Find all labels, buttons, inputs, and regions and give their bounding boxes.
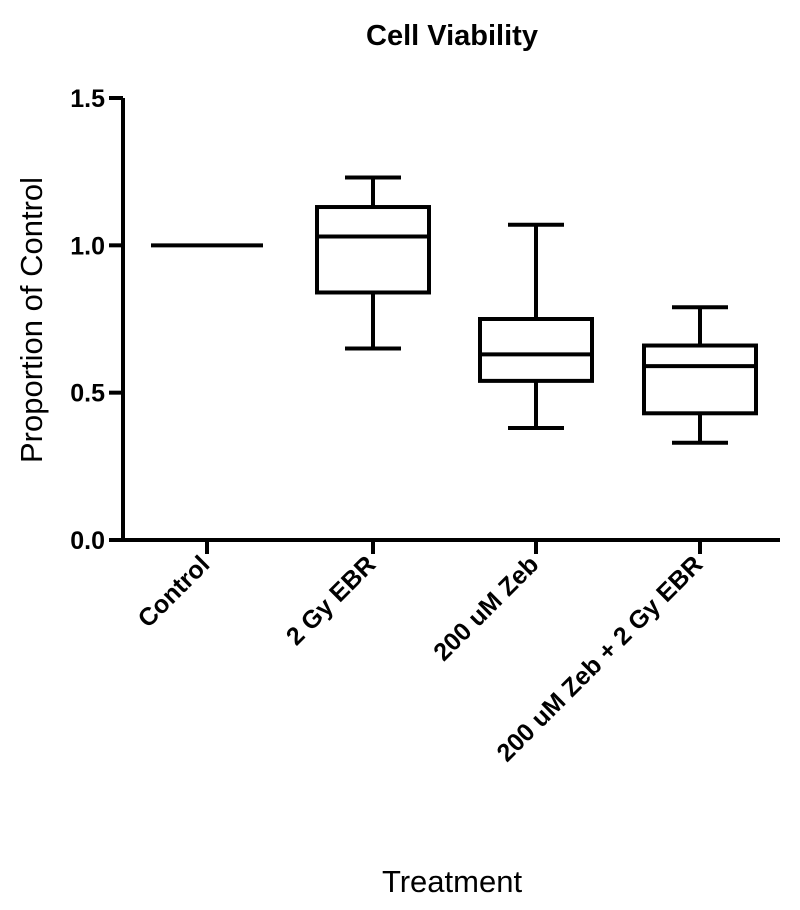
y-tick-label: 1.5	[70, 85, 105, 113]
category-label: Control	[133, 550, 216, 633]
box-4	[642, 305, 758, 445]
iqr-box	[478, 317, 594, 383]
y-axis-title: Proportion of Control	[14, 177, 49, 463]
x-ticks	[205, 540, 702, 554]
box-3	[478, 222, 594, 431]
x-axis-title: Treatment	[382, 864, 523, 899]
category-label: 200 uM Zeb	[428, 550, 544, 666]
box-2	[315, 175, 431, 351]
y-tick-label: 1.0	[70, 232, 105, 260]
category-label: 2 Gy EBR	[281, 550, 381, 650]
y-tick-label: 0.5	[70, 380, 105, 408]
chart-title: Cell Viability	[366, 20, 538, 52]
y-tick-label: 0.0	[70, 527, 105, 555]
iqr-box	[642, 343, 758, 416]
boxes	[151, 175, 758, 445]
y-ticks: 0.0 0.5 1.0 1.5	[70, 85, 123, 555]
iqr-box	[315, 205, 431, 295]
